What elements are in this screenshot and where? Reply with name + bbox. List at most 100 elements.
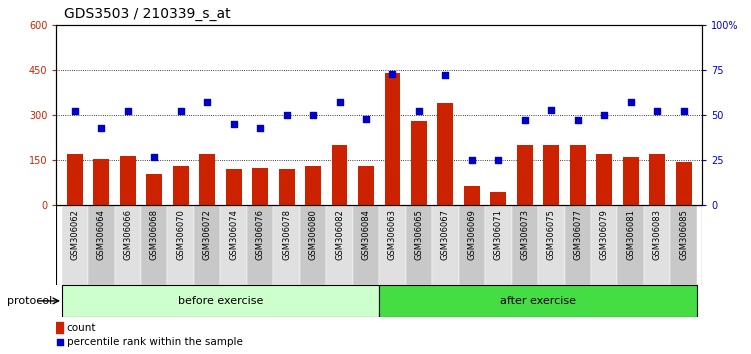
Text: count: count bbox=[67, 322, 96, 332]
Bar bbox=[252, 168, 268, 205]
Bar bbox=[146, 174, 162, 205]
Point bbox=[228, 121, 240, 127]
Bar bbox=[173, 166, 189, 205]
Bar bbox=[226, 169, 242, 205]
FancyBboxPatch shape bbox=[511, 205, 538, 285]
Bar bbox=[279, 169, 294, 205]
Text: GSM306062: GSM306062 bbox=[71, 209, 80, 260]
Point bbox=[69, 109, 81, 114]
FancyBboxPatch shape bbox=[432, 205, 459, 285]
FancyBboxPatch shape bbox=[247, 205, 273, 285]
Text: GSM306082: GSM306082 bbox=[335, 209, 344, 260]
Text: GSM306070: GSM306070 bbox=[176, 209, 185, 260]
FancyBboxPatch shape bbox=[617, 205, 644, 285]
FancyBboxPatch shape bbox=[538, 205, 565, 285]
Point bbox=[175, 109, 187, 114]
Point bbox=[254, 125, 266, 131]
Point bbox=[439, 73, 451, 78]
Point bbox=[333, 99, 345, 105]
Text: GDS3503 / 210339_s_at: GDS3503 / 210339_s_at bbox=[64, 7, 231, 21]
FancyBboxPatch shape bbox=[565, 205, 591, 285]
FancyBboxPatch shape bbox=[644, 205, 671, 285]
FancyBboxPatch shape bbox=[221, 205, 247, 285]
Point bbox=[413, 109, 425, 114]
FancyBboxPatch shape bbox=[194, 205, 221, 285]
Point bbox=[281, 112, 293, 118]
FancyBboxPatch shape bbox=[327, 205, 353, 285]
Point bbox=[201, 99, 213, 105]
FancyBboxPatch shape bbox=[379, 205, 406, 285]
Text: protocol: protocol bbox=[8, 296, 53, 306]
Bar bbox=[623, 157, 638, 205]
FancyBboxPatch shape bbox=[62, 285, 379, 317]
Point bbox=[269, 259, 281, 265]
Text: GSM306077: GSM306077 bbox=[573, 209, 582, 260]
Text: before exercise: before exercise bbox=[178, 296, 263, 306]
Text: GSM306080: GSM306080 bbox=[309, 209, 318, 260]
Point bbox=[307, 112, 319, 118]
Text: GSM306074: GSM306074 bbox=[229, 209, 238, 260]
Text: GSM306076: GSM306076 bbox=[255, 209, 264, 260]
Point bbox=[360, 116, 372, 121]
FancyBboxPatch shape bbox=[406, 205, 432, 285]
FancyBboxPatch shape bbox=[88, 205, 115, 285]
Text: GSM306085: GSM306085 bbox=[679, 209, 688, 260]
Point bbox=[651, 109, 663, 114]
FancyBboxPatch shape bbox=[671, 205, 697, 285]
FancyBboxPatch shape bbox=[167, 205, 194, 285]
Text: GSM306063: GSM306063 bbox=[388, 209, 397, 260]
Bar bbox=[305, 166, 321, 205]
Bar bbox=[56, 322, 63, 333]
Text: after exercise: after exercise bbox=[500, 296, 576, 306]
FancyBboxPatch shape bbox=[141, 205, 167, 285]
Text: GSM306083: GSM306083 bbox=[653, 209, 662, 260]
Text: GSM306069: GSM306069 bbox=[467, 209, 476, 260]
Bar bbox=[464, 186, 480, 205]
Bar bbox=[596, 154, 612, 205]
Point bbox=[122, 109, 134, 114]
Text: GSM306084: GSM306084 bbox=[361, 209, 370, 260]
Bar bbox=[676, 162, 692, 205]
FancyBboxPatch shape bbox=[485, 205, 511, 285]
Bar bbox=[67, 154, 83, 205]
Text: GSM306072: GSM306072 bbox=[203, 209, 212, 260]
Text: percentile rank within the sample: percentile rank within the sample bbox=[67, 337, 243, 348]
Bar bbox=[490, 192, 506, 205]
Bar bbox=[411, 121, 427, 205]
Point bbox=[545, 107, 557, 113]
FancyBboxPatch shape bbox=[591, 205, 617, 285]
Text: GSM306065: GSM306065 bbox=[415, 209, 424, 260]
Point bbox=[677, 109, 689, 114]
Text: GSM306067: GSM306067 bbox=[441, 209, 450, 260]
Bar bbox=[93, 159, 109, 205]
Bar bbox=[517, 145, 532, 205]
Text: GSM306071: GSM306071 bbox=[494, 209, 503, 260]
Point bbox=[625, 99, 637, 105]
Point bbox=[95, 125, 107, 131]
FancyBboxPatch shape bbox=[459, 205, 485, 285]
Text: GSM306066: GSM306066 bbox=[123, 209, 132, 260]
FancyBboxPatch shape bbox=[115, 205, 141, 285]
Point bbox=[493, 157, 505, 163]
FancyBboxPatch shape bbox=[62, 205, 88, 285]
Point bbox=[148, 154, 160, 159]
FancyBboxPatch shape bbox=[353, 205, 379, 285]
FancyBboxPatch shape bbox=[300, 205, 327, 285]
Text: GSM306075: GSM306075 bbox=[547, 209, 556, 260]
Point bbox=[466, 157, 478, 163]
Bar bbox=[120, 156, 136, 205]
Bar bbox=[650, 154, 665, 205]
Point bbox=[572, 118, 584, 123]
Point bbox=[387, 71, 399, 76]
Text: GSM306078: GSM306078 bbox=[282, 209, 291, 260]
Bar bbox=[544, 145, 559, 205]
FancyBboxPatch shape bbox=[379, 285, 697, 317]
Text: GSM306079: GSM306079 bbox=[600, 209, 609, 260]
Bar bbox=[332, 145, 348, 205]
Text: GSM306064: GSM306064 bbox=[97, 209, 106, 260]
Point bbox=[599, 112, 611, 118]
Bar bbox=[199, 154, 215, 205]
Bar bbox=[358, 166, 374, 205]
Point bbox=[519, 118, 531, 123]
Text: GSM306073: GSM306073 bbox=[520, 209, 529, 260]
